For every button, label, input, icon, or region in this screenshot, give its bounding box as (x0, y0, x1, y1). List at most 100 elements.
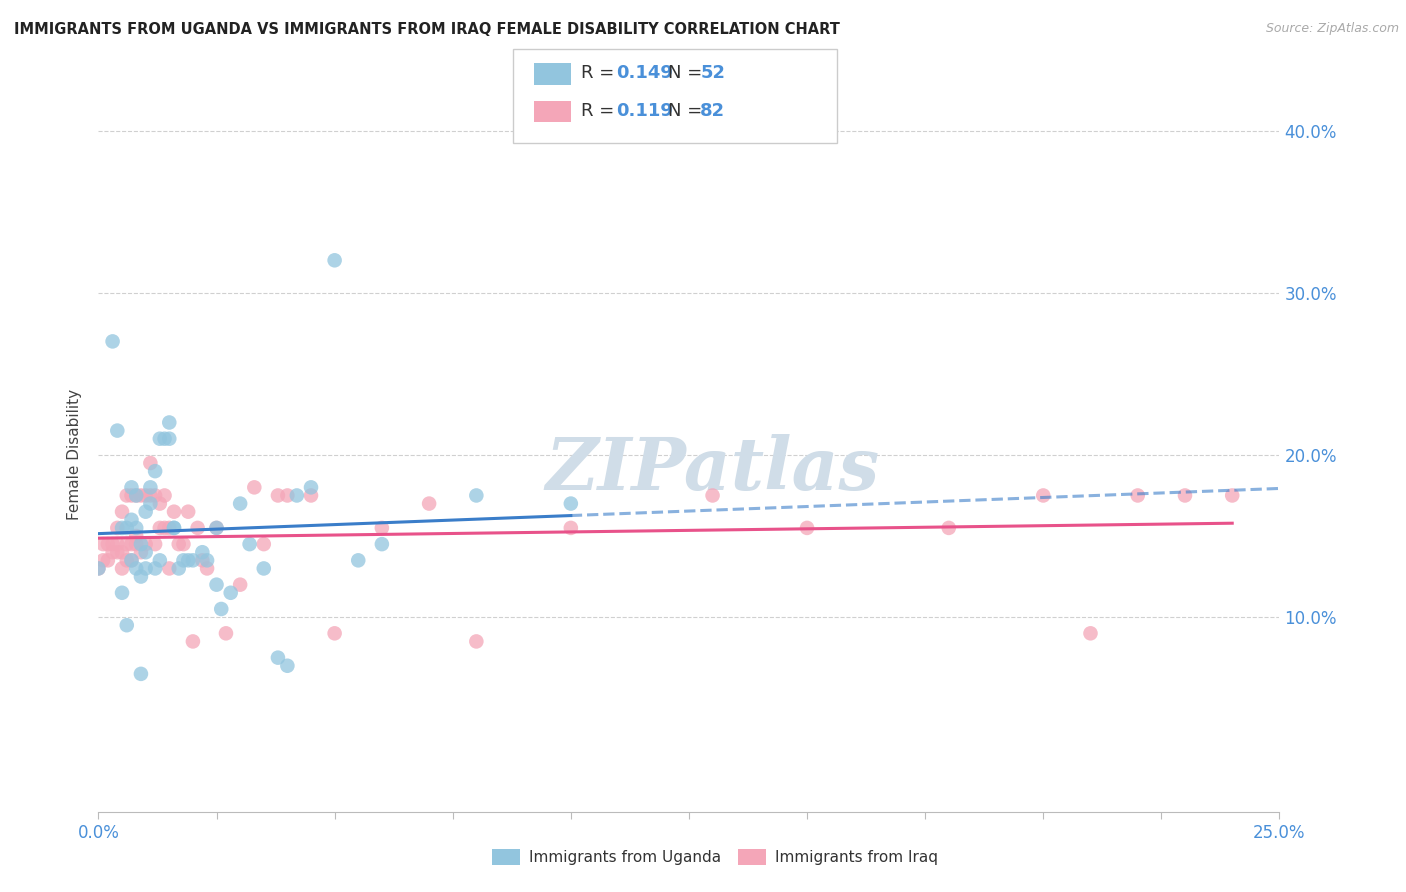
Text: 82: 82 (700, 102, 725, 120)
Text: N =: N = (668, 64, 707, 82)
Point (1174, 488, 1197, 502)
Point (143, 488, 166, 502)
Point (125, 521, 148, 535)
Point (87, 561, 110, 575)
Point (163, 505, 186, 519)
Point (276, 488, 298, 502)
Point (115, 488, 138, 502)
Point (418, 497, 440, 511)
Point (129, 488, 152, 502)
Text: 52: 52 (700, 64, 725, 82)
Point (125, 537, 148, 551)
Point (143, 561, 166, 575)
Point (139, 456, 162, 470)
Point (101, 545, 124, 559)
Point (167, 537, 190, 551)
Point (115, 521, 138, 535)
Point (371, 521, 394, 535)
Point (97, 537, 120, 551)
Point (125, 488, 148, 502)
Point (135, 505, 157, 519)
Y-axis label: Female Disability: Female Disability (67, 389, 83, 521)
Point (135, 537, 157, 551)
Point (181, 634, 204, 648)
Point (209, 602, 232, 616)
Point (115, 537, 138, 551)
Text: 0.119: 0.119 (616, 102, 672, 120)
Point (111, 545, 134, 559)
Point (143, 464, 166, 478)
Point (139, 497, 162, 511)
Point (111, 561, 134, 575)
Point (91, 537, 114, 551)
Text: Source: ZipAtlas.com: Source: ZipAtlas.com (1265, 22, 1399, 36)
Point (121, 553, 143, 567)
Point (115, 618, 138, 632)
Point (1032, 488, 1054, 502)
Point (215, 626, 238, 640)
Point (243, 480, 266, 494)
Point (796, 521, 818, 535)
Point (560, 497, 582, 511)
Point (276, 658, 298, 673)
Point (101, 537, 124, 551)
Point (172, 553, 194, 567)
Point (163, 521, 186, 535)
Point (157, 561, 180, 575)
Point (267, 650, 290, 665)
Point (323, 626, 346, 640)
Point (125, 529, 148, 543)
Point (121, 488, 143, 502)
Point (267, 488, 290, 502)
Point (139, 480, 162, 494)
Point (97, 553, 120, 567)
Point (149, 432, 172, 446)
Point (143, 537, 166, 551)
Point (129, 666, 152, 681)
Point (323, 253, 346, 268)
Point (191, 545, 214, 559)
Point (105, 521, 128, 535)
Point (229, 497, 252, 511)
Point (371, 537, 394, 551)
Point (195, 553, 218, 567)
Point (157, 521, 180, 535)
Text: 0.149: 0.149 (616, 64, 672, 82)
Text: ZIPatlas: ZIPatlas (546, 434, 880, 505)
Point (149, 553, 172, 567)
Point (157, 416, 180, 430)
Point (253, 561, 276, 575)
Point (129, 545, 152, 559)
Point (938, 521, 960, 535)
Point (172, 537, 194, 551)
Point (105, 537, 128, 551)
Point (163, 521, 186, 535)
Point (101, 334, 124, 349)
Point (105, 545, 128, 559)
Point (465, 634, 488, 648)
Point (121, 553, 143, 567)
Point (465, 488, 488, 502)
Point (205, 521, 228, 535)
Text: IMMIGRANTS FROM UGANDA VS IMMIGRANTS FROM IRAQ FEMALE DISABILITY CORRELATION CHA: IMMIGRANTS FROM UGANDA VS IMMIGRANTS FRO… (14, 22, 839, 37)
Point (121, 537, 143, 551)
Point (91, 553, 114, 567)
Point (135, 488, 157, 502)
Point (153, 432, 176, 446)
Point (253, 537, 276, 551)
Point (205, 577, 228, 591)
Point (121, 480, 143, 494)
Point (125, 561, 148, 575)
Point (205, 521, 228, 535)
Point (347, 553, 370, 567)
Point (111, 586, 134, 600)
Point (129, 569, 152, 583)
Point (153, 488, 176, 502)
Point (702, 488, 724, 502)
Point (187, 521, 209, 535)
Text: Immigrants from Uganda: Immigrants from Uganda (529, 850, 721, 864)
Point (177, 505, 200, 519)
Text: Immigrants from Iraq: Immigrants from Iraq (775, 850, 938, 864)
Point (87, 561, 110, 575)
Point (219, 586, 242, 600)
